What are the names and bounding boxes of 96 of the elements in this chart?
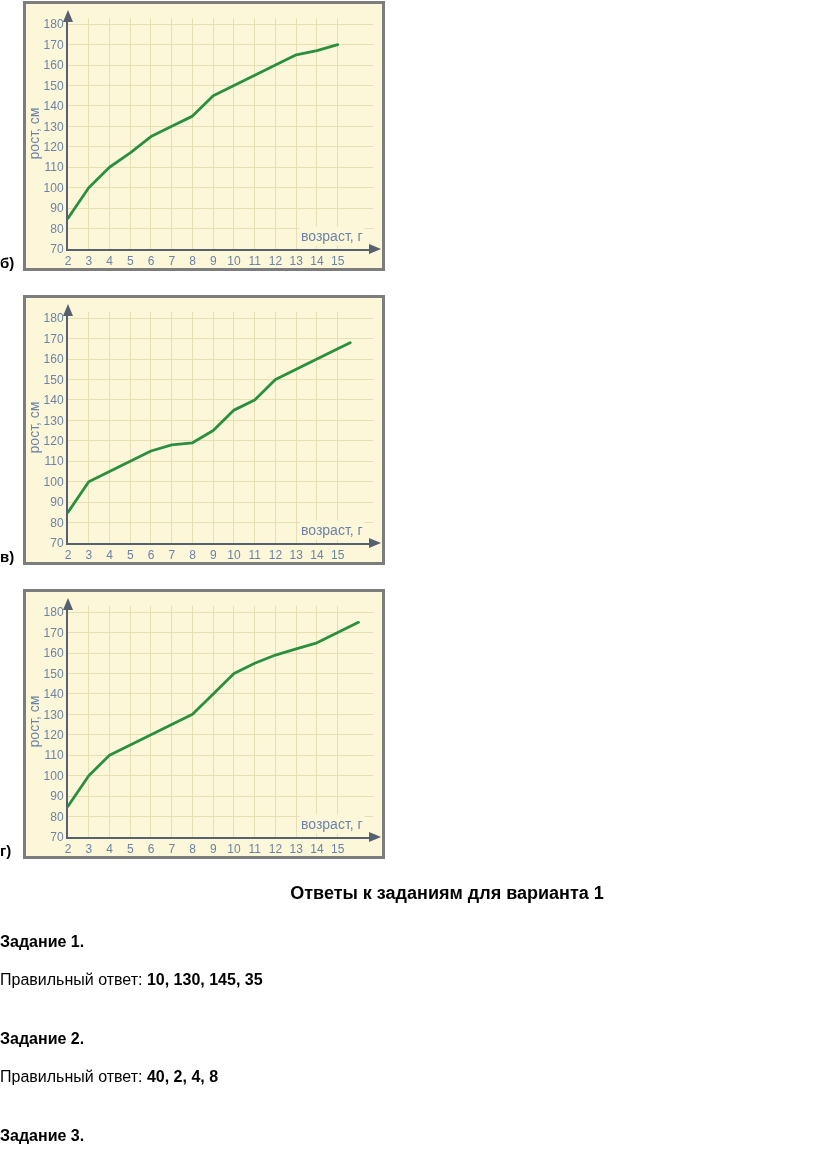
x-tick-label: 11	[248, 842, 262, 857]
x-tick-label: 9	[209, 254, 217, 269]
y-tick-label: 150	[43, 666, 64, 681]
x-tick-label: 10	[227, 548, 241, 563]
line-series	[68, 341, 352, 514]
x-tick-label: 15	[331, 548, 345, 563]
x-tick-label: 14	[310, 842, 324, 857]
y-tick-label: 150	[43, 78, 64, 93]
y-tick-label: 100	[43, 768, 64, 783]
x-tick-label: 7	[168, 548, 176, 563]
line-series	[68, 43, 340, 220]
y-tick-label: 120	[43, 139, 64, 154]
y-tick-label: 180	[43, 17, 64, 32]
y-axis-title: рост, см	[26, 695, 42, 748]
y-tick-label: 110	[44, 454, 64, 469]
y-tick-label: 130	[43, 413, 64, 428]
x-tick-label: 3	[85, 548, 93, 563]
y-tick-label: 130	[43, 707, 64, 722]
x-tick-label: 3	[85, 842, 93, 857]
y-tick-label: 170	[43, 37, 64, 52]
x-tick-label: 6	[147, 254, 155, 269]
x-tick-label: 4	[106, 842, 114, 857]
x-tick-label: 4	[106, 254, 114, 269]
x-tick-label: 11	[248, 254, 262, 269]
x-tick-label: 13	[289, 548, 304, 563]
y-tick-label: 100	[43, 474, 64, 489]
line-series	[68, 620, 360, 808]
x-tick-label: 7	[168, 842, 176, 857]
y-tick-label: 140	[43, 393, 64, 408]
x-tick-label: 5	[126, 842, 134, 857]
x-tick-label: 2	[64, 548, 72, 563]
x-tick-label: 6	[147, 842, 155, 857]
x-tick-label: 12	[268, 842, 283, 857]
text: Ответы к заданиям для варианта 1	[289, 883, 605, 903]
y-tick-label: 110	[44, 748, 64, 763]
text: в)	[0, 548, 15, 565]
x-tick-label: 7	[168, 254, 176, 269]
x-tick-label: 11	[248, 548, 262, 563]
x-axis-title: возраст, г	[301, 228, 363, 244]
x-tick-label: 15	[331, 254, 345, 269]
y-tick-label: 80	[50, 515, 64, 530]
y-tick-label: 160	[43, 58, 64, 73]
y-tick-label: 90	[50, 495, 64, 510]
x-tick-label: 9	[209, 842, 217, 857]
y-axis-title: рост, см	[26, 401, 42, 454]
x-tick-label: 4	[106, 548, 114, 563]
y-tick-label: 120	[43, 433, 64, 448]
text: Правильный ответ: 10, 130, 145, 35	[0, 970, 264, 990]
x-tick-label: 10	[227, 842, 241, 857]
y-tick-label: 180	[43, 311, 64, 326]
y-tick-label: 150	[43, 372, 64, 387]
x-tick-label: 5	[126, 548, 134, 563]
y-tick-label: 100	[43, 180, 64, 195]
x-tick-label: 3	[85, 254, 93, 269]
x-tick-label: 8	[189, 842, 197, 857]
x-tick-label: 5	[126, 254, 134, 269]
y-tick-label: 160	[43, 352, 64, 367]
y-tick-label: 80	[50, 809, 64, 824]
y-tick-label: 70	[50, 830, 64, 845]
x-tick-label: 9	[209, 548, 217, 563]
y-tick-label: 140	[43, 99, 64, 114]
text: Правильный ответ: 40, 2, 4, 8	[0, 1067, 220, 1087]
x-tick-label: 2	[64, 254, 72, 269]
y-tick-label: 170	[43, 331, 64, 346]
x-tick-label: 2	[64, 842, 72, 857]
x-tick-label: 13	[289, 842, 304, 857]
y-axis-title: рост, см	[26, 107, 42, 160]
y-tick-label: 160	[43, 646, 64, 661]
y-tick-label: 110	[44, 160, 64, 175]
x-tick-label: 12	[268, 548, 283, 563]
y-tick-label: 70	[50, 536, 64, 551]
y-tick-label: 130	[43, 119, 64, 134]
x-tick-label: 6	[147, 548, 155, 563]
y-tick-label: 70	[50, 242, 64, 257]
x-tick-label: 14	[310, 254, 324, 269]
x-tick-label: 8	[189, 548, 197, 563]
x-tick-label: 12	[268, 254, 283, 269]
y-tick-label: 90	[50, 201, 64, 216]
x-tick-label: 10	[227, 254, 241, 269]
x-axis-title: возраст, г	[301, 816, 363, 832]
y-tick-label: 180	[43, 605, 64, 620]
y-tick-label: 120	[43, 727, 64, 742]
x-axis-title: возраст, г	[301, 522, 363, 538]
text: б)	[0, 254, 15, 271]
text: Задание 1.	[0, 932, 86, 952]
text: Задание 3.	[0, 1126, 86, 1146]
y-tick-label: 90	[50, 789, 64, 804]
text: Задание 2.	[0, 1029, 86, 1049]
x-tick-label: 14	[310, 548, 324, 563]
text: г)	[0, 842, 12, 859]
x-tick-label: 15	[331, 842, 345, 857]
y-tick-label: 170	[43, 625, 64, 640]
x-tick-label: 8	[189, 254, 197, 269]
y-tick-label: 80	[50, 221, 64, 236]
x-tick-label: 13	[289, 254, 304, 269]
y-tick-label: 140	[43, 687, 64, 702]
